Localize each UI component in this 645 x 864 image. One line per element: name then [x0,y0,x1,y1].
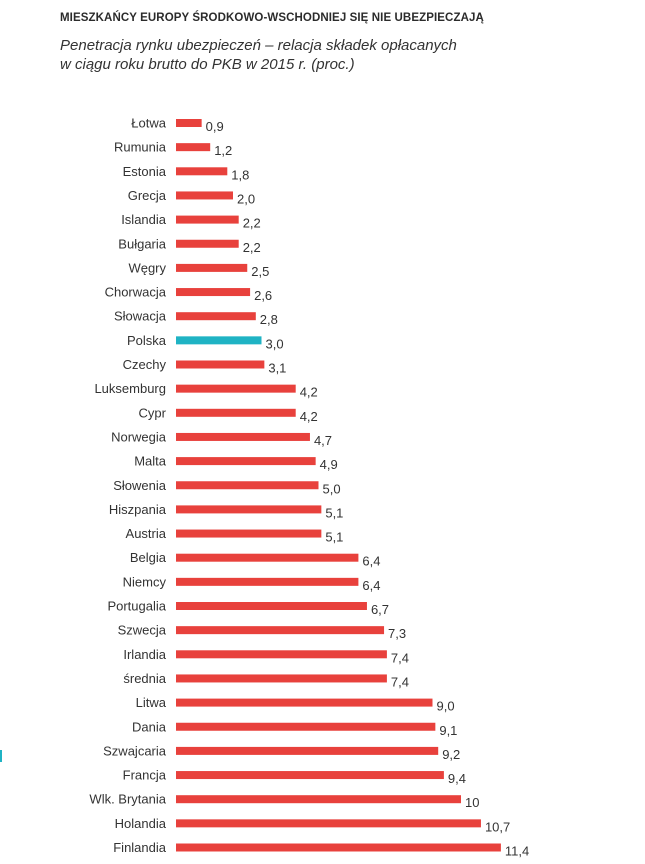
bar [176,384,296,393]
bar [176,746,439,755]
bar [176,602,367,610]
bar [176,505,322,514]
category-label: Holandia [115,816,167,831]
category-label: Hiszpania [109,502,167,517]
edge-accent-mark [0,750,2,762]
category-label: Portugalia [107,599,166,614]
value-label: 6,4 [362,554,380,569]
bar [176,529,322,538]
bar [176,143,211,152]
bar [176,408,296,417]
category-label: Austria [126,526,167,541]
value-label: 2,2 [243,216,261,231]
value-label: 2,8 [260,312,278,327]
value-label: 3,0 [266,336,284,351]
bar [176,722,436,731]
value-label: 9,2 [442,747,460,762]
category-label: Irlandia [123,647,166,662]
value-label: 7,4 [391,674,409,689]
category-label: Węgry [128,260,166,275]
value-label: 5,1 [325,530,343,545]
bar [176,263,248,272]
bar [176,698,433,707]
category-label: Czechy [123,357,167,372]
category-label: Cypr [139,405,167,420]
bar [176,191,233,200]
bar [176,215,239,224]
value-label: 2,5 [251,264,269,279]
value-label: 3,1 [268,361,286,376]
value-label: 2,2 [243,240,261,255]
value-label: 11,4 [505,844,529,859]
value-label: 5,1 [325,505,343,520]
value-label: 4,7 [314,433,332,448]
bar [176,674,387,683]
category-label: Luksemburg [94,381,166,396]
value-label: 9,4 [448,771,466,786]
category-label: Słowacja [114,309,167,324]
category-label: Bułgaria [118,236,166,251]
bar [176,819,481,828]
value-label: 4,2 [300,385,318,400]
value-label: 2,0 [237,191,255,206]
category-label: Szwajcaria [103,743,167,758]
category-label: Łotwa [131,116,166,131]
bar [176,167,228,176]
bar [176,119,202,127]
value-label: 2,6 [254,288,272,303]
bar [176,457,316,466]
value-label: 10 [465,795,479,810]
value-label: 5,0 [323,481,341,496]
value-label: 7,3 [388,626,406,641]
value-label: 9,1 [439,723,457,738]
category-label: Dania [132,719,167,734]
category-label: Grecja [128,188,167,203]
chart-title: MIESZKAŃCY EUROPY ŚRODKOWO-WSCHODNIEJ SI… [60,12,484,24]
category-label: Francja [123,768,167,783]
category-label: Szwecja [118,623,167,638]
value-label: 4,2 [300,409,318,424]
bar [176,843,501,852]
bar [176,577,359,586]
value-label: 7,4 [391,650,409,665]
category-label: Słowenia [113,478,167,493]
chart-subtitle-line1: Penetracja rynku ubezpieczeń – relacja s… [60,37,457,54]
category-label: Litwa [136,695,167,710]
category-label: Belgia [130,550,167,565]
category-label: średnia [123,671,166,686]
value-label: 4,9 [320,457,338,472]
bar [176,795,461,804]
category-label: Finlandia [113,840,167,855]
category-label: Norwegia [111,429,167,444]
bar [176,312,256,321]
value-label: 0,9 [206,119,224,134]
bar-highlight [176,336,262,345]
bar [176,239,239,248]
category-label: Polska [127,333,167,348]
bar [176,626,385,635]
bar [176,481,319,490]
bar [176,650,387,659]
category-label: Rumunia [114,140,167,155]
category-label: Chorwacja [105,285,167,300]
value-label: 9,0 [437,699,455,714]
value-label: 1,8 [231,167,249,182]
chart-subtitle-line2: w ciągu roku brutto do PKB w 2015 r. (pr… [60,56,355,73]
category-label: Estonia [123,164,167,179]
bar [176,432,310,441]
category-label: Wlk. Brytania [89,792,166,807]
bar [176,771,444,780]
value-label: 1,2 [214,143,232,158]
category-label: Malta [134,454,167,469]
value-label: 6,4 [362,578,380,593]
bar [176,360,265,369]
value-label: 10,7 [485,819,510,834]
bar [176,553,359,562]
category-label: Islandia [121,212,167,227]
category-label: Niemcy [123,574,167,589]
bar [176,288,251,297]
chart-subtitle: Penetracja rynku ubezpieczeń – relacja s… [60,36,580,74]
value-label: 6,7 [371,602,389,617]
